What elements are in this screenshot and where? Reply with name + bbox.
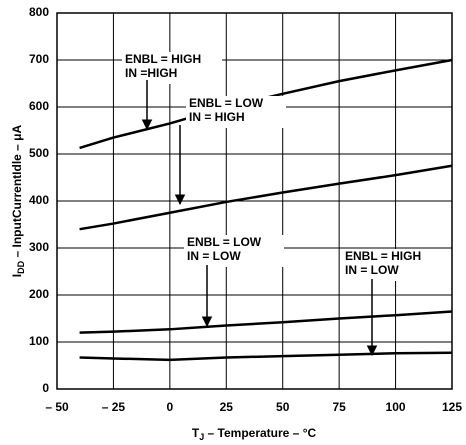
annotation-bg — [122, 52, 222, 84]
x-label-rest: – Temperature – °C — [204, 426, 316, 440]
x-tick-label: 25 — [220, 400, 234, 414]
y-tick-label: 100 — [29, 334, 49, 348]
y-tick-label: 600 — [29, 99, 49, 113]
y-tick-label: 200 — [29, 287, 49, 301]
annotation-bg — [186, 96, 286, 128]
annotation-text: IN = LOW — [345, 263, 399, 277]
y-tick-label: 300 — [29, 240, 49, 254]
y-tick-label: 400 — [29, 193, 49, 207]
y-label-sub: DD — [16, 260, 26, 273]
plot-frame — [56, 12, 453, 390]
annotation-bg — [342, 249, 442, 281]
y-tick-label: 800 — [29, 5, 49, 19]
x-tick-label: – 50 — [45, 400, 69, 414]
annotation-text: IN = HIGH — [189, 110, 245, 124]
y-label-main: I — [10, 274, 24, 277]
y-tick-label: 700 — [29, 52, 49, 66]
annotation-text: ENBL = LOW — [187, 235, 262, 249]
annotation-text: IN =HIGH — [125, 66, 177, 80]
annotation-bg — [184, 235, 284, 267]
x-axis-label: TJ – Temperature – °C — [192, 426, 317, 442]
x-tick-label: 100 — [386, 400, 406, 414]
x-label-sub: J — [199, 432, 204, 442]
x-tick-label: 50 — [276, 400, 290, 414]
x-tick-label: 75 — [332, 400, 346, 414]
annotation-text: ENBL = HIGH — [345, 249, 421, 263]
y-axis-label: IDD – InputCurrentIdle – μA — [10, 124, 26, 277]
data-line — [79, 310, 453, 334]
data-line — [79, 351, 453, 362]
annotation-text: ENBL = LOW — [189, 96, 264, 110]
y-tick-label: 0 — [42, 381, 49, 395]
x-tick-label: 0 — [167, 400, 174, 414]
y-label-rest: – InputCurrentIdle – μA — [10, 124, 24, 260]
annotation-text: IN = LOW — [187, 249, 241, 263]
y-tick-label: 500 — [29, 146, 49, 160]
x-tick-label: – 25 — [102, 400, 126, 414]
data-line — [79, 164, 453, 231]
x-tick-label: 125 — [442, 400, 462, 414]
x-label-main: T — [192, 426, 200, 440]
annotation-text: ENBL = HIGH — [125, 52, 201, 66]
